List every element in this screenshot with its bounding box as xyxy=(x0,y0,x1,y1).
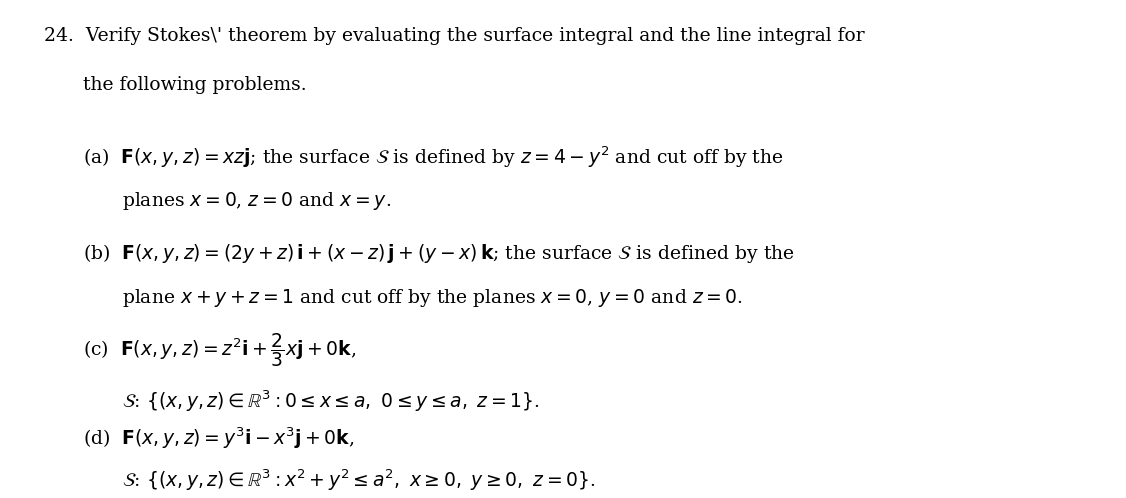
Text: $\mathcal{S}$: $\{(x, y, z) \in \mathbb{R}^3 : x^2 + y^2 \leq a^2,\ x \geq 0,\ y: $\mathcal{S}$: $\{(x, y, z) \in \mathbb{… xyxy=(122,468,595,494)
Text: the following problems.: the following problems. xyxy=(83,76,307,94)
Text: (c)  $\mathbf{F}(x, y, z) = z^2\mathbf{i} + \dfrac{2}{3}x\mathbf{j} + 0\mathbf{k: (c) $\mathbf{F}(x, y, z) = z^2\mathbf{i}… xyxy=(83,331,357,369)
Text: planes $x = 0$, $z = 0$ and $x = y$.: planes $x = 0$, $z = 0$ and $x = y$. xyxy=(122,190,391,213)
Text: 24.  Verify Stokes\' theorem by evaluating the surface integral and the line int: 24. Verify Stokes\' theorem by evaluatin… xyxy=(44,27,865,45)
Text: (d)  $\mathbf{F}(x, y, z) = y^3\mathbf{i} - x^3\mathbf{j} + 0\mathbf{k}$,: (d) $\mathbf{F}(x, y, z) = y^3\mathbf{i}… xyxy=(83,426,355,451)
Text: (b)  $\mathbf{F}(x, y, z) = (2y + z)\,\mathbf{i} + (x - z)\,\mathbf{j} + (y - x): (b) $\mathbf{F}(x, y, z) = (2y + z)\,\ma… xyxy=(83,242,795,265)
Text: (a)  $\mathbf{F}(x, y, z) = xz\mathbf{j}$; the surface $\mathcal{S}$ is defined : (a) $\mathbf{F}(x, y, z) = xz\mathbf{j}$… xyxy=(83,144,784,170)
Text: plane $x + y + z = 1$ and cut off by the planes $x = 0$, $y = 0$ and $z = 0$.: plane $x + y + z = 1$ and cut off by the… xyxy=(122,287,742,309)
Text: $\mathcal{S}$: $\{(x, y, z) \in \mathbb{R}^3 : 0 \leq x \leq a,\ 0 \leq y \leq a: $\mathcal{S}$: $\{(x, y, z) \in \mathbb{… xyxy=(122,389,539,414)
